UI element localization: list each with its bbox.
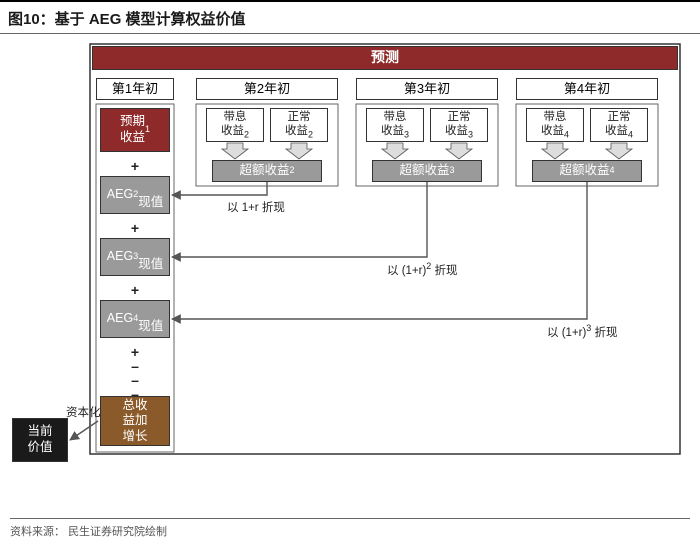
abnormal-earnings-4: 超额收益4 xyxy=(532,160,642,182)
total-growth-box: 总收益加增长 xyxy=(100,396,170,446)
interest-income-2: 带息收益2 xyxy=(206,108,264,142)
aeg4-box: AEG4现值 xyxy=(100,300,170,338)
diagram-stage: 预测第1年初第2年初第3年初第4年初预期收益1 AEG2现值 AEG3现值 AEG4现… xyxy=(10,38,690,518)
expected-earnings-box: 预期收益1 xyxy=(100,108,170,152)
figure-title-bar: 图10：基于 AEG 模型计算权益价值 xyxy=(0,0,700,34)
abnormal-earnings-2: 超额收益2 xyxy=(212,160,322,182)
normal-income-2: 正常收益2 xyxy=(270,108,328,142)
interest-income-4: 带息收益4 xyxy=(526,108,584,142)
discount-label-2: 以 1+r 折现 xyxy=(227,199,285,215)
figure-title: 图10：基于 AEG 模型计算权益价值 xyxy=(8,11,246,28)
normal-income-4: 正常收益4 xyxy=(590,108,648,142)
discount-label-4: 以 (1+r)3 折现 xyxy=(547,323,618,340)
forecast-header: 预测 xyxy=(92,46,678,70)
plus-0: + xyxy=(128,158,142,174)
aeg3-box: AEG3现值 xyxy=(100,238,170,276)
col-header-4: 第4年初 xyxy=(516,78,658,100)
abnormal-earnings-3: 超额收益3 xyxy=(372,160,482,182)
plus-1: + xyxy=(128,220,142,236)
col-header-2: 第2年初 xyxy=(196,78,338,100)
normal-income-3: 正常收益3 xyxy=(430,108,488,142)
source-value: 民生证券研究院绘制 xyxy=(68,526,167,538)
source-label: 资料来源： xyxy=(10,526,65,538)
interest-income-3: 带息收益3 xyxy=(366,108,424,142)
plus-2: + xyxy=(128,282,142,298)
col-header-1: 第1年初 xyxy=(96,78,174,100)
aeg2-box: AEG2现值 xyxy=(100,176,170,214)
col-header-3: 第3年初 xyxy=(356,78,498,100)
figure-source: 资料来源： 民生证券研究院绘制 xyxy=(10,518,690,539)
current-value-box: 当前价值 xyxy=(12,418,68,462)
capitalize-label: 资本化 xyxy=(66,404,101,420)
discount-label-3: 以 (1+r)2 折现 xyxy=(387,261,458,278)
minus-2: – xyxy=(128,386,142,402)
